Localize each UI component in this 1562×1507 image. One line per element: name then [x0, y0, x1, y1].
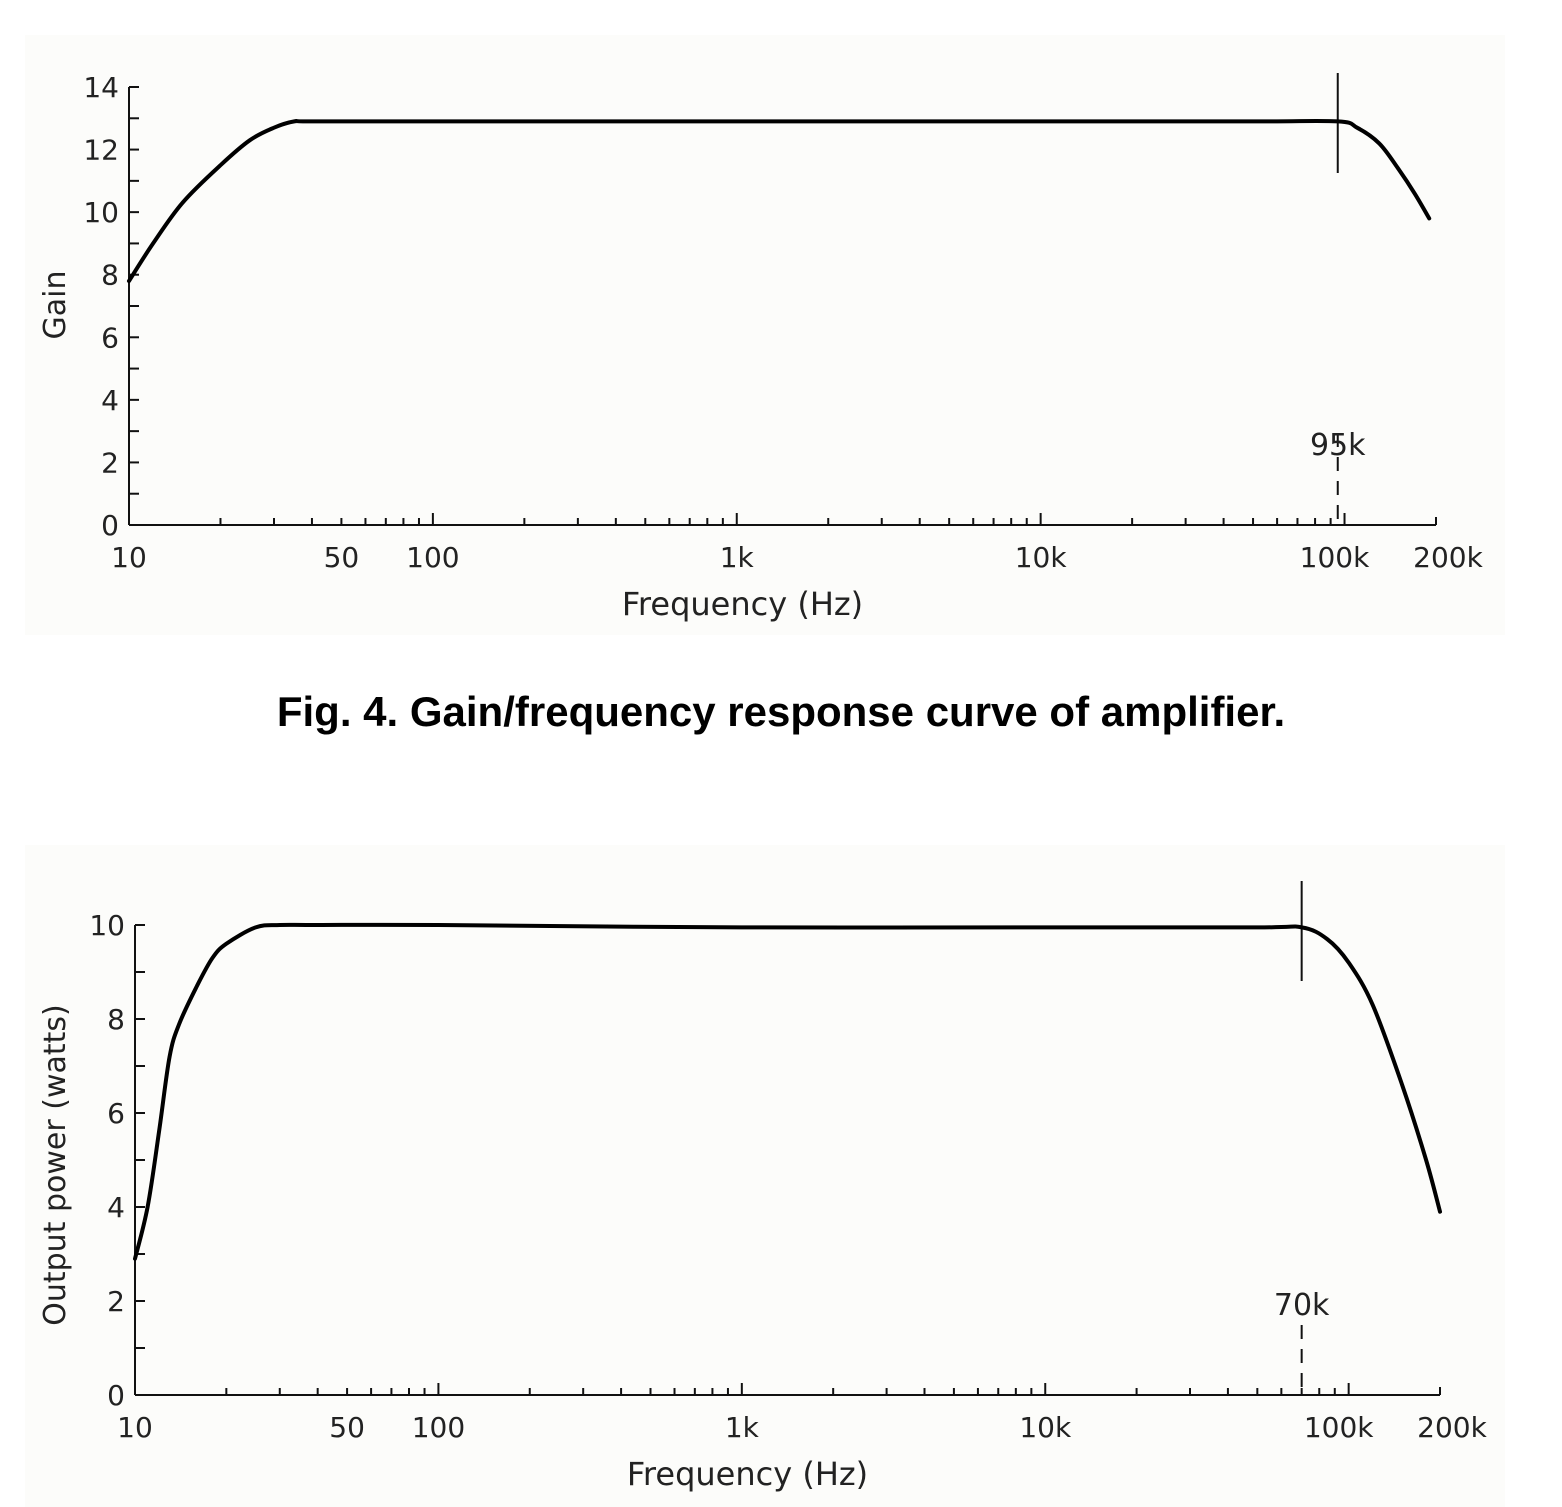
- x-tick-label: 10k: [1019, 1411, 1072, 1444]
- y-tick-label: 4: [101, 384, 119, 417]
- gain-chart-panel: 0 2 4 6 8 10 12 14 10 50 100 1k 10k 100k 200k Frequency…: [25, 35, 1505, 635]
- x-tick-label: 1k: [720, 541, 755, 574]
- x-tick-label: 1k: [725, 1411, 760, 1444]
- y-tick-label: 12: [83, 134, 119, 167]
- y-tick-label: 10: [83, 196, 119, 229]
- figure-caption: Fig. 4. Gain/frequency response curve of…: [276, 688, 1286, 735]
- gain-chart: 0 2 4 6 8 10 12 14 10 50 100 1k 10k 100k 200k Frequency…: [38, 71, 1484, 623]
- response-curve-line: [133, 922, 1442, 1261]
- y-tick-label: 10: [89, 909, 125, 942]
- x-tick-label: 10: [117, 1411, 153, 1444]
- y-axis-label: Gain: [38, 271, 73, 340]
- x-tick-label: 10k: [1015, 541, 1068, 574]
- x-axis-label: Frequency (Hz): [622, 585, 863, 623]
- y-tick-label: 8: [101, 259, 119, 292]
- cutoff-marker-label: 95k: [1310, 428, 1366, 463]
- x-axis-label: Frequency (Hz): [627, 1455, 868, 1493]
- power-chart-panel: 0 2 4 6 8 10 10 50 100 1k 10k 100k 200k Frequency (Hz…: [25, 845, 1505, 1507]
- x-tick-label: 10: [111, 541, 147, 574]
- y-tick-label: 6: [101, 321, 119, 354]
- x-tick-label: 100k: [1304, 1411, 1374, 1444]
- y-axis-label: Output power (watts): [38, 1004, 73, 1326]
- y-tick-label: 8: [107, 1003, 125, 1036]
- y-tick-label: 6: [107, 1097, 125, 1130]
- x-tick-label: 200k: [1417, 1411, 1487, 1444]
- y-tick-label: 2: [107, 1285, 125, 1318]
- x-tick-label: 50: [329, 1411, 365, 1444]
- x-tick-label: 50: [324, 541, 360, 574]
- response-curve-line: [127, 118, 1432, 283]
- y-tick-label: 2: [101, 446, 119, 479]
- y-tick-label: 14: [83, 71, 119, 104]
- power-chart: 0 2 4 6 8 10 10 50 100 1k 10k 100k 200k Frequency (Hz…: [38, 881, 1488, 1493]
- x-tick-label: 100: [412, 1411, 465, 1444]
- y-tick-label: 0: [101, 509, 119, 542]
- x-tick-label: 100: [406, 541, 459, 574]
- y-tick-label: 4: [107, 1191, 125, 1224]
- cutoff-marker-label: 70k: [1274, 1288, 1330, 1323]
- x-tick-label: 100k: [1300, 541, 1370, 574]
- x-tick-label: 200k: [1413, 541, 1483, 574]
- y-tick-label: 0: [107, 1379, 125, 1412]
